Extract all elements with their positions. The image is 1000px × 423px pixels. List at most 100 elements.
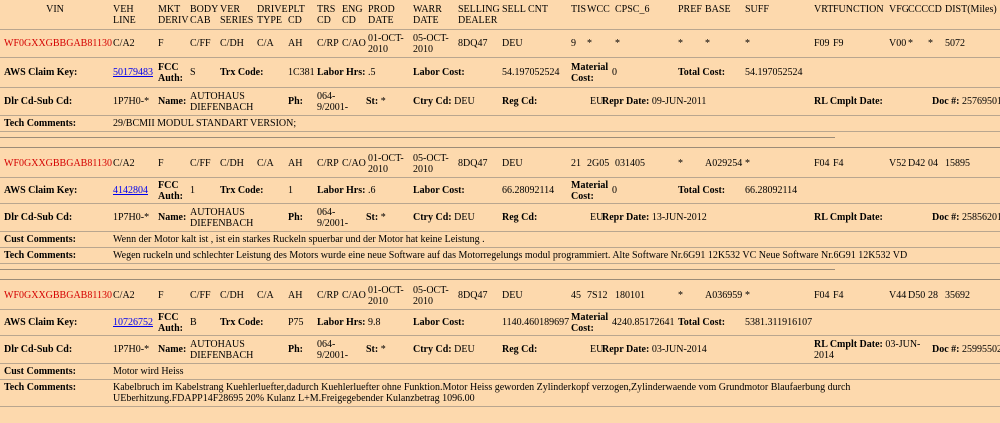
- value-cell: *: [678, 150, 704, 177]
- inline-text: Ctry Cd: DEU: [413, 344, 475, 355]
- field-value: 4240.85172641: [612, 317, 675, 328]
- field-value: 064-9/2001-: [317, 90, 349, 113]
- field-label: Labor Hrs:: [317, 317, 366, 328]
- field-label: Doc #:: [932, 212, 960, 223]
- value-cell: F9: [833, 30, 888, 57]
- field-label: FCC Auth:: [158, 179, 184, 202]
- field-value: *: [745, 38, 750, 49]
- column-header: CPSC_6: [615, 0, 677, 29]
- inline-field: Labor Hrs: .6: [317, 178, 411, 203]
- field-value: 54.197052524: [502, 67, 560, 78]
- value-cell: F4: [833, 282, 888, 309]
- value-cell: S: [190, 58, 218, 87]
- inline-text: RL Cmplt Date: 03-JUN-2014: [814, 339, 924, 361]
- field-value: C/AO: [342, 290, 366, 301]
- claim-row: AWS Claim Key: 4142804 FCC Auth: 1 Trx Code:…: [0, 178, 1000, 204]
- comment-text: Kabelbruch im Kabelstrang Kuehlerluefter…: [113, 382, 851, 404]
- comment-text: Wenn der Motor kalt ist , ist ein starke…: [113, 234, 485, 245]
- label-cell: Ph:: [288, 336, 316, 363]
- field-value: F09: [814, 38, 830, 49]
- claim-key-link[interactable]: 4142804: [113, 185, 148, 196]
- field-value: 5072: [945, 38, 965, 49]
- column-header: DRIVE TYPE: [257, 0, 288, 29]
- field-value: V00: [889, 38, 907, 49]
- field-label: Ph:: [288, 212, 303, 223]
- column-header: BASE: [705, 0, 744, 29]
- label-cell: Dlr Cd-Sub Cd:: [4, 336, 109, 363]
- value-cell: A036959: [705, 282, 744, 309]
- value-cell: AUTOHAUS DIEFENBACH: [190, 204, 270, 231]
- value-cell: C/AO: [342, 150, 367, 177]
- header-text: VFG: [889, 4, 910, 15]
- field-value: C/A: [257, 38, 274, 49]
- field-value: 1P7H0-*: [113, 96, 150, 107]
- inline-field: St: *: [366, 88, 412, 115]
- value-cell: 01-OCT-2010: [368, 150, 412, 177]
- field-value: AH: [288, 290, 303, 301]
- value-cell: C/AO: [342, 282, 367, 309]
- value-cell: C/RP: [317, 150, 341, 177]
- field-value: S: [190, 67, 196, 78]
- field-value: EU: [590, 212, 604, 223]
- column-header: SELLING DEALER: [458, 0, 501, 29]
- field-value: 13-JUN-2012: [651, 212, 707, 223]
- field-value: D50: [908, 290, 926, 301]
- value-cell: AH: [288, 282, 316, 309]
- field-value: 21: [571, 158, 581, 169]
- field-value: 9: [571, 38, 576, 49]
- value-cell: 01-OCT-2010: [368, 282, 412, 309]
- value-cell: 4240.85172641: [612, 310, 676, 335]
- field-value: F4: [833, 158, 844, 169]
- separator: [0, 264, 1000, 282]
- value-cell: 5072: [945, 30, 1000, 57]
- value-cell: F09: [814, 30, 832, 57]
- field-value: 2G05: [587, 158, 610, 169]
- field-label: Cust Comments:: [4, 234, 76, 245]
- field-value: 66.28092114: [745, 185, 798, 196]
- separator: [0, 132, 1000, 150]
- column-header: ENG CD: [342, 0, 367, 29]
- vin: WF0GXXGBBGAB81130: [4, 290, 112, 301]
- header-text: PREF: [678, 4, 702, 15]
- field-value: 031405: [615, 158, 645, 169]
- dealer-row: Dlr Cd-Sub Cd: 1P7H0-* Name: AUTOHAUS DIEFE…: [0, 204, 1000, 232]
- column-header: VRT: [814, 0, 833, 29]
- field-label: Labor Cost:: [413, 185, 465, 196]
- field-value: DEU: [454, 212, 475, 223]
- field-value: C/FF: [190, 158, 211, 169]
- field-value: DEU: [454, 96, 475, 107]
- field-label: Material Cost:: [571, 311, 609, 334]
- field-label: Total Cost:: [678, 67, 726, 78]
- label-cell: Reg Cd:: [502, 88, 582, 115]
- claim-key-link[interactable]: 10726752: [113, 317, 153, 328]
- column-header: SUFF: [745, 0, 813, 29]
- dealer-row: Dlr Cd-Sub Cd: 1P7H0-* Name: AUTOHAUS DIEFE…: [0, 88, 1000, 116]
- column-header: BODY CAB: [190, 0, 219, 29]
- claim-row: AWS Claim Key: 10726752 FCC Auth: B Trx Code…: [0, 310, 1000, 336]
- field-label: Labor Hrs:: [317, 67, 366, 78]
- field-label: Ctry Cd:: [413, 344, 452, 355]
- value-cell: 180101: [615, 282, 677, 309]
- field-value: 5381.311916107: [745, 317, 813, 328]
- value-cell: EU: [590, 88, 603, 115]
- value-cell: *: [928, 30, 944, 57]
- value-cell: D50: [908, 282, 927, 309]
- value-cell: WF0GXXGBBGAB81130: [4, 30, 112, 57]
- separator-line: [0, 147, 1000, 148]
- label-cell: Dlr Cd-Sub Cd:: [4, 204, 109, 231]
- value-cell: A029254: [705, 150, 744, 177]
- value-cell: 4142804: [113, 178, 157, 203]
- field-label: Total Cost:: [678, 317, 726, 328]
- column-header: CCC: [908, 0, 928, 29]
- value-cell: *: [745, 30, 813, 57]
- value-cell: C/A2: [113, 30, 157, 57]
- claim-key-link[interactable]: 50179483: [113, 67, 153, 78]
- value-cell: C/DH: [220, 30, 256, 57]
- inline-text: Doc #: 25769501: [932, 96, 1000, 107]
- field-value: B: [190, 317, 197, 328]
- label-cell: FCC Auth:: [158, 178, 188, 203]
- field-value: 01-OCT-2010: [368, 32, 404, 55]
- inline-text: St: *: [366, 96, 386, 107]
- field-value: F: [158, 38, 164, 49]
- field-value: P75: [288, 317, 304, 328]
